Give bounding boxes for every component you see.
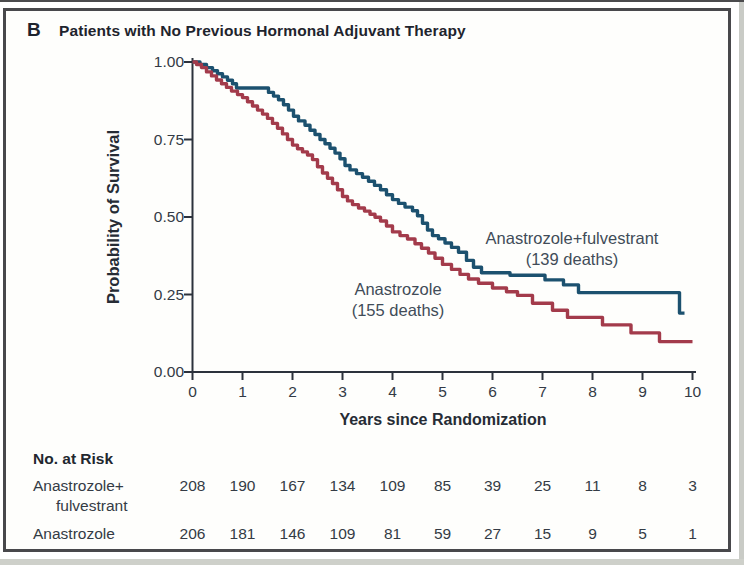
x-tick-label-3: 3 <box>326 383 360 401</box>
risk-row-label-anastrozole: Anastrozole <box>33 525 115 543</box>
risk-value: 9 <box>565 525 621 543</box>
annotation-anastrozole-name: Anastrozole <box>298 279 498 300</box>
risk-value: 15 <box>515 525 571 543</box>
risk-value: 8 <box>615 477 671 495</box>
risk-value: 59 <box>415 525 471 543</box>
risk-value: 85 <box>415 477 471 495</box>
risk-value: 39 <box>465 477 521 495</box>
y-tick-label-0.00: 0.00 <box>132 363 184 381</box>
risk-value: 81 <box>365 525 421 543</box>
risk-table-title: No. at Risk <box>33 450 113 468</box>
risk-value: 25 <box>515 477 571 495</box>
x-tick-label-4: 4 <box>376 383 410 401</box>
x-tick-label-6: 6 <box>476 383 510 401</box>
x-tick-label-9: 9 <box>626 383 660 401</box>
annotation-anastrozole-arm: Anastrozole (155 deaths) <box>298 279 498 321</box>
x-tick-label-10: 10 <box>676 383 710 401</box>
risk-value: 27 <box>465 525 521 543</box>
risk-value: 146 <box>265 525 321 543</box>
survival-figure-panel-b: B Patients with No Previous Hormonal Adj… <box>0 0 744 565</box>
risk-value: 5 <box>615 525 671 543</box>
x-tick-label-1: 1 <box>226 383 260 401</box>
risk-value: 109 <box>315 525 371 543</box>
risk-value: 109 <box>365 477 421 495</box>
risk-row-label-combo-line2: fulvestrant <box>56 497 128 515</box>
x-tick-label-0: 0 <box>176 383 210 401</box>
y-tick-label-0.25: 0.25 <box>132 286 184 304</box>
risk-value: 11 <box>565 477 621 495</box>
annotation-combo-name: Anastrozole+fulvestrant <box>457 228 687 249</box>
y-axis-title: Probability of Survival <box>104 67 123 367</box>
risk-value: 134 <box>315 477 371 495</box>
risk-value: 167 <box>265 477 321 495</box>
risk-value: 208 <box>165 477 221 495</box>
x-tick-label-5: 5 <box>426 383 460 401</box>
y-tick-label-1.00: 1.00 <box>132 53 184 71</box>
x-tick-label-2: 2 <box>276 383 310 401</box>
risk-value: 190 <box>215 477 271 495</box>
annotation-combo-deaths: (139 deaths) <box>457 249 687 270</box>
risk-value: 181 <box>215 525 271 543</box>
curve-anastrozole-fulvestrant <box>193 62 685 313</box>
annotation-combo-arm: Anastrozole+fulvestrant (139 deaths) <box>457 228 687 270</box>
x-tick-label-7: 7 <box>526 383 560 401</box>
annotation-anastrozole-deaths: (155 deaths) <box>298 300 498 321</box>
risk-row-label-combo-line1: Anastrozole+ <box>33 477 124 495</box>
x-tick-label-8: 8 <box>576 383 610 401</box>
risk-value: 3 <box>665 477 721 495</box>
y-tick-label-0.50: 0.50 <box>132 208 184 226</box>
risk-value: 206 <box>165 525 221 543</box>
x-axis-title: Years since Randomization <box>293 411 593 429</box>
risk-value: 1 <box>665 525 721 543</box>
y-tick-label-0.75: 0.75 <box>132 131 184 149</box>
